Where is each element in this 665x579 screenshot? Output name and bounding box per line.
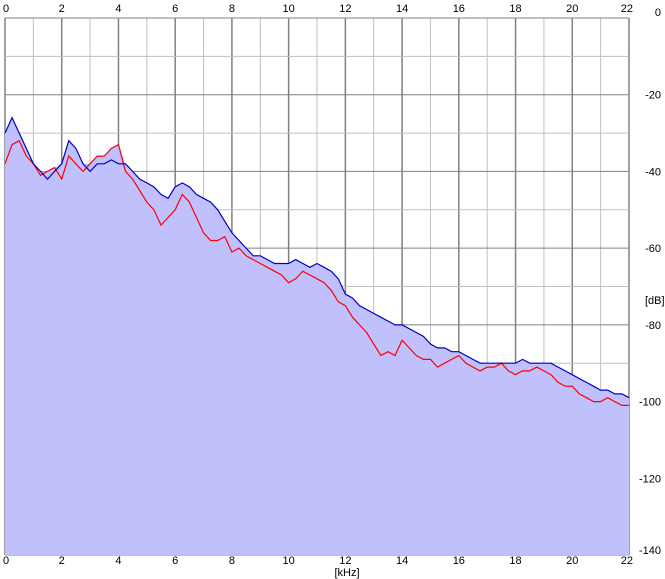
y-tick-labels: 0 -20 -40 -60 -80 -100 -120 -140: [639, 7, 661, 557]
series-line-2: [4, 116, 630, 399]
x-tick-label-bottom: 8: [229, 555, 235, 567]
x-tick-label-bottom: 22: [621, 555, 633, 567]
spectrum-fill: [5, 117, 629, 555]
x-tick-label-top: 14: [396, 3, 408, 15]
x-axis-unit-label: [kHz]: [334, 567, 359, 579]
x-tick-label-top: 16: [453, 3, 465, 15]
y-axis-unit-label: [dB]: [645, 295, 665, 307]
y-tick-label: -40: [645, 166, 661, 178]
y-tick-label: -20: [645, 90, 661, 102]
x-tick-label-bottom: 6: [172, 555, 178, 567]
series-lines: [4, 116, 630, 406]
x-tick-label-top: 18: [509, 3, 521, 15]
x-tick-label-top: 20: [566, 3, 578, 15]
x-tick-label-top: 12: [339, 3, 351, 15]
x-tick-label-top: 6: [172, 3, 178, 15]
x-tick-label-top: 10: [283, 3, 295, 15]
x-tick-label-top: 2: [59, 3, 65, 15]
x-tick-label-bottom: 2: [59, 555, 65, 567]
x-tick-label-bottom: 4: [115, 555, 121, 567]
x-tick-label-top: 0: [3, 3, 9, 15]
x-tick-label-top: 8: [229, 3, 235, 15]
x-tick-label-top: 22: [621, 3, 633, 15]
series-line-1: [4, 139, 629, 406]
y-tick-label: -80: [645, 320, 661, 332]
y-tick-label: -60: [645, 243, 661, 255]
spectrum-fill-area: [5, 117, 629, 555]
x-tick-labels-top: 0 2 4 6 8 10 12 14 16 18 20 22: [3, 3, 633, 15]
x-tick-labels-bottom: 0 2 4 6 8 10 12 14 16 18 20 22: [3, 555, 633, 567]
x-tick-label-bottom: 14: [396, 555, 408, 567]
y-tick-label: 0: [655, 7, 661, 19]
x-tick-label-bottom: 0: [3, 555, 9, 567]
x-tick-label-bottom: 12: [339, 555, 351, 567]
y-tick-label: -100: [639, 397, 661, 409]
x-tick-label-bottom: 18: [509, 555, 521, 567]
y-tick-label: -140: [639, 545, 661, 557]
x-tick-label-bottom: 20: [566, 555, 578, 567]
y-tick-label: -120: [639, 473, 661, 485]
x-tick-label-bottom: 16: [453, 555, 465, 567]
x-tick-label-bottom: 10: [283, 555, 295, 567]
x-tick-label-top: 4: [115, 3, 121, 15]
